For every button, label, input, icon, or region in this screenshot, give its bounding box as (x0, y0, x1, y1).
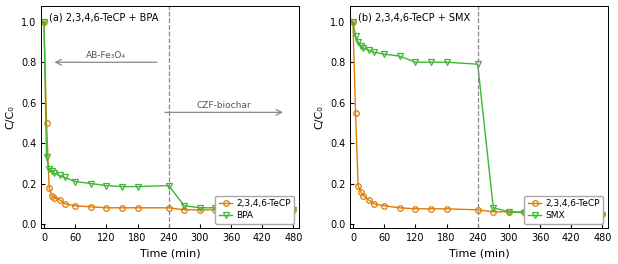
2,3,4,6-TeCP (134, 206, 142, 209)
2,3,4,6-TeCP (365, 198, 372, 201)
Text: (b) 2,3,4,6-TeCP + SMX: (b) 2,3,4,6-TeCP + SMX (358, 12, 470, 22)
2,3,4,6-TeCP (536, 210, 544, 213)
Line: SMX: SMX (349, 18, 606, 219)
Legend: 2,3,4,6-TeCP, BPA: 2,3,4,6-TeCP, BPA (215, 196, 294, 224)
BPA (61, 176, 69, 179)
2,3,4,6-TeCP (46, 186, 53, 189)
2,3,4,6-TeCP (412, 207, 419, 210)
BPA (290, 208, 297, 211)
2,3,4,6-TeCP (355, 184, 362, 187)
SMX (536, 212, 544, 215)
2,3,4,6-TeCP (72, 204, 79, 207)
2,3,4,6-TeCP (40, 20, 48, 23)
SMX (365, 49, 372, 52)
BPA (258, 208, 266, 211)
2,3,4,6-TeCP (505, 210, 512, 213)
BPA (196, 206, 203, 209)
2,3,4,6-TeCP (599, 212, 606, 215)
2,3,4,6-TeCP (43, 121, 50, 124)
Text: CZF-biochar: CZF-biochar (197, 101, 252, 110)
2,3,4,6-TeCP (227, 208, 235, 211)
Text: (a) 2,3,4,6-TeCP + BPA: (a) 2,3,4,6-TeCP + BPA (49, 12, 158, 22)
2,3,4,6-TeCP (61, 202, 69, 205)
2,3,4,6-TeCP (381, 204, 388, 207)
2,3,4,6-TeCP (352, 111, 359, 114)
2,3,4,6-TeCP (567, 211, 575, 214)
SMX (599, 214, 606, 218)
2,3,4,6-TeCP (48, 194, 56, 197)
SMX (357, 44, 365, 48)
2,3,4,6-TeCP (180, 208, 188, 211)
Y-axis label: C/C₀: C/C₀ (315, 105, 324, 129)
BPA (227, 206, 235, 209)
BPA (51, 172, 58, 175)
Line: 2,3,4,6-TeCP: 2,3,4,6-TeCP (41, 19, 296, 213)
2,3,4,6-TeCP (103, 206, 110, 209)
2,3,4,6-TeCP (118, 206, 125, 209)
BPA (165, 184, 172, 187)
Legend: 2,3,4,6-TeCP, SMX: 2,3,4,6-TeCP, SMX (524, 196, 603, 224)
SMX (427, 61, 434, 64)
BPA (40, 20, 48, 23)
2,3,4,6-TeCP (212, 208, 219, 211)
X-axis label: Time (min): Time (min) (140, 248, 200, 258)
2,3,4,6-TeCP (474, 208, 481, 211)
2,3,4,6-TeCP (427, 207, 434, 210)
2,3,4,6-TeCP (396, 206, 404, 209)
SMX (381, 53, 388, 56)
SMX (412, 61, 419, 64)
X-axis label: Time (min): Time (min) (449, 248, 509, 258)
2,3,4,6-TeCP (357, 190, 365, 193)
BPA (118, 185, 125, 188)
SMX (521, 211, 528, 214)
2,3,4,6-TeCP (290, 208, 297, 211)
2,3,4,6-TeCP (51, 196, 58, 199)
2,3,4,6-TeCP (443, 207, 451, 210)
2,3,4,6-TeCP (521, 210, 528, 213)
2,3,4,6-TeCP (360, 194, 367, 197)
SMX (567, 214, 575, 218)
BPA (134, 185, 142, 188)
SMX (396, 55, 404, 58)
BPA (87, 182, 95, 185)
BPA (46, 168, 53, 171)
BPA (72, 180, 79, 183)
BPA (48, 170, 56, 173)
2,3,4,6-TeCP (370, 202, 378, 205)
2,3,4,6-TeCP (489, 210, 497, 213)
BPA (212, 206, 219, 209)
SMX (355, 40, 362, 44)
SMX (489, 206, 497, 209)
2,3,4,6-TeCP (56, 198, 63, 201)
2,3,4,6-TeCP (87, 205, 95, 208)
Line: BPA: BPA (40, 18, 297, 213)
BPA (56, 174, 63, 177)
SMX (474, 63, 481, 66)
2,3,4,6-TeCP (349, 20, 357, 23)
Line: 2,3,4,6-TeCP: 2,3,4,6-TeCP (350, 19, 605, 217)
BPA (180, 204, 188, 207)
Y-axis label: C/C₀: C/C₀ (6, 105, 15, 129)
2,3,4,6-TeCP (258, 208, 266, 211)
SMX (360, 46, 367, 50)
BPA (43, 156, 50, 159)
BPA (103, 184, 110, 187)
SMX (443, 61, 451, 64)
SMX (352, 34, 359, 37)
2,3,4,6-TeCP (165, 206, 172, 209)
SMX (505, 210, 512, 213)
SMX (349, 20, 357, 23)
SMX (370, 50, 378, 54)
2,3,4,6-TeCP (196, 208, 203, 211)
Text: AB-Fe₃O₄: AB-Fe₃O₄ (86, 51, 125, 60)
